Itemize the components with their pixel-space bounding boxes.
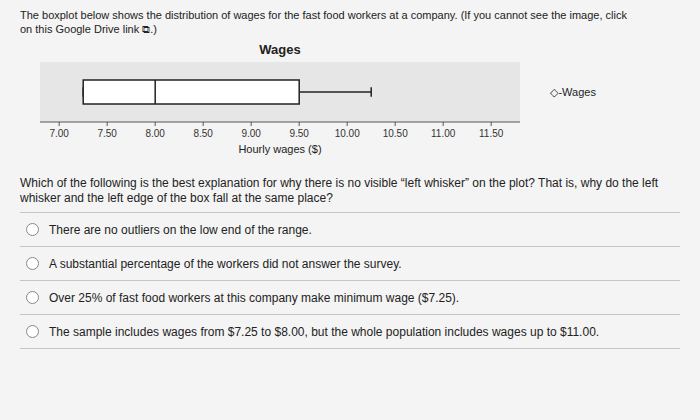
- legend-label: ◇-Wages: [550, 86, 596, 98]
- option-row: Over 25% of fast food workers at this co…: [20, 280, 680, 314]
- x-tick-label: 7.50: [97, 128, 117, 139]
- x-tick: [155, 122, 156, 126]
- option-row: The sample includes wages from $7.25 to …: [20, 314, 680, 349]
- option-row: A substantial percentage of the workers …: [20, 246, 680, 280]
- x-tick: [395, 122, 396, 126]
- x-tick-label: 8.00: [145, 128, 165, 139]
- x-tick: [59, 122, 60, 126]
- median-line: [154, 80, 156, 104]
- option-text: There are no outliers on the low end of …: [49, 223, 312, 237]
- x-tick-label: 8.50: [193, 128, 213, 139]
- plot-background: [40, 62, 520, 122]
- x-tick: [203, 122, 204, 126]
- x-tick: [107, 122, 108, 126]
- upper-whisker: [299, 91, 371, 93]
- option-text: The sample includes wages from $7.25 to …: [49, 325, 599, 339]
- x-tick-label: 11.50: [479, 128, 504, 139]
- options: There are no outliers on the low end of …: [20, 212, 680, 349]
- chart-title: Wages: [259, 42, 300, 57]
- upper-whisker-cap: [370, 87, 372, 97]
- option-text: Over 25% of fast food workers at this co…: [49, 291, 459, 305]
- radio-button[interactable]: [26, 257, 39, 270]
- x-tick: [251, 122, 252, 126]
- x-tick-label: 9.00: [241, 128, 261, 139]
- description: The boxplot below shows the distribution…: [20, 8, 680, 36]
- x-tick: [347, 122, 348, 126]
- x-axis-line: [40, 122, 520, 123]
- x-axis-label: Hourly wages ($): [238, 143, 321, 155]
- x-tick-label: 10.50: [383, 128, 408, 139]
- plot-marks: [83, 80, 371, 104]
- chart: Wages 7.00 7.50 8.00 8.50 9.00 9.50 10.00 10.50 1…: [20, 40, 680, 172]
- question: Which of the following is the best expla…: [20, 176, 680, 206]
- radio-button[interactable]: [26, 223, 39, 236]
- x-tick-label: 10.00: [335, 128, 360, 139]
- radio-button[interactable]: [26, 325, 39, 338]
- x-tick-label: 9.50: [289, 128, 309, 139]
- x-tick-label: 7.00: [49, 128, 69, 139]
- x-tick: [491, 122, 492, 126]
- option-row: There are no outliers on the low end of …: [20, 212, 680, 246]
- box: [83, 80, 299, 104]
- radio-button[interactable]: [26, 291, 39, 304]
- x-tick-label: 11.00: [431, 128, 456, 139]
- option-text: A substantial percentage of the workers …: [49, 257, 402, 271]
- x-tick: [299, 122, 300, 126]
- x-tick: [443, 122, 444, 126]
